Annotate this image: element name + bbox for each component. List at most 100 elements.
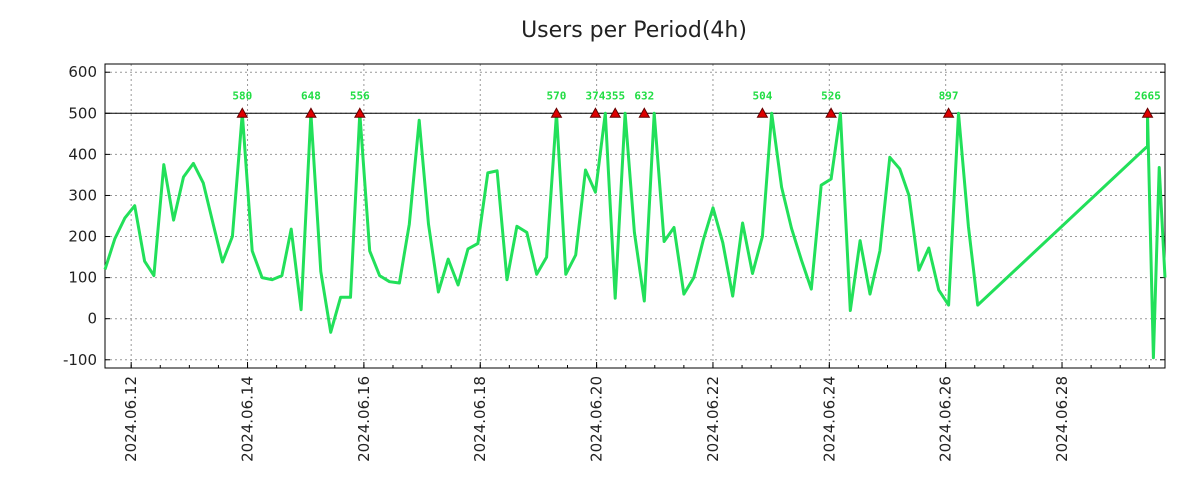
x-tick-label: 2024.06.28 (1053, 376, 1071, 462)
data-point (163, 164, 165, 166)
data-point (369, 250, 371, 252)
data-point (712, 207, 714, 209)
peak-label: 648 (301, 89, 321, 102)
data-point (281, 275, 283, 277)
data-point (732, 295, 734, 297)
data-point (350, 296, 352, 298)
data-point (800, 259, 802, 261)
y-tick-label: 500 (68, 104, 97, 122)
series-line-users (103, 111, 1167, 360)
data-point (722, 242, 724, 244)
data-point (752, 273, 754, 275)
data-point (496, 170, 498, 172)
data-point (565, 273, 567, 275)
peak-marker (550, 107, 563, 118)
peak-label: 355 (605, 89, 625, 102)
peak-label: 897 (939, 89, 959, 102)
data-point (427, 223, 429, 225)
peak-marker (756, 107, 769, 118)
peak-label: 580 (232, 89, 252, 102)
x-tick-label: 2024.06.12 (122, 376, 140, 462)
data-point (379, 275, 381, 277)
data-point (575, 254, 577, 256)
data-point (879, 250, 881, 252)
data-point (104, 268, 106, 270)
data-point (251, 250, 253, 252)
grid (105, 64, 1165, 368)
y-tick-label: 400 (68, 145, 97, 163)
data-point (290, 228, 292, 230)
data-point (967, 225, 969, 227)
x-tick-label: 2024.06.22 (704, 376, 722, 462)
x-tick-label: 2024.06.24 (820, 376, 838, 462)
data-point (928, 247, 930, 249)
data-point (546, 256, 548, 258)
data-point (790, 227, 792, 229)
data-point (340, 296, 342, 298)
data-point (173, 219, 175, 221)
data-point (408, 223, 410, 225)
peak-marker (825, 107, 837, 118)
data-point (742, 222, 744, 224)
data-point (839, 112, 841, 114)
data-point (643, 300, 645, 302)
data-point (447, 258, 449, 260)
data-point (663, 240, 665, 242)
x-tick-label: 2024.06.14 (239, 376, 257, 462)
y-tick-label: 300 (68, 186, 97, 204)
peak-label: 504 (752, 89, 772, 102)
data-point (810, 288, 812, 290)
data-point (300, 309, 302, 311)
data-point (388, 281, 390, 283)
data-point (585, 169, 587, 171)
data-point (457, 284, 459, 286)
data-point (487, 172, 489, 174)
data-point (114, 238, 116, 240)
data-point (673, 227, 675, 229)
data-point (320, 270, 322, 272)
data-point (889, 156, 891, 158)
peak-marker (589, 107, 602, 118)
peak-label: 570 (547, 89, 567, 102)
data-point (908, 194, 910, 196)
data-point (398, 282, 400, 284)
data-point (594, 191, 596, 193)
data-point (1152, 357, 1154, 359)
data-point (231, 236, 233, 238)
data-point (977, 304, 979, 306)
peak-marker (1141, 107, 1154, 118)
data-point (222, 261, 224, 263)
data-point (693, 277, 695, 279)
data-point (683, 293, 685, 295)
y-tick-label: 100 (68, 269, 97, 287)
peak-marker (305, 107, 317, 118)
peak-label: 374 (586, 89, 606, 102)
data-point (771, 112, 773, 114)
peak-label: 2665 (1134, 89, 1161, 102)
data-point (761, 236, 763, 238)
peak-label: 632 (634, 89, 654, 102)
data-point (604, 112, 606, 114)
data-point (938, 289, 940, 291)
data-point (418, 119, 420, 121)
peak-marker (942, 107, 955, 118)
peak-label: 526 (821, 89, 841, 102)
y-tick-label: 200 (68, 228, 97, 246)
data-point (261, 277, 263, 279)
data-point (859, 240, 861, 242)
peak-label: 556 (350, 89, 370, 102)
x-tick-label: 2024.06.26 (937, 376, 955, 462)
peak-marker (609, 107, 622, 118)
series (103, 111, 1167, 360)
data-point (1158, 167, 1160, 169)
plot-frame (104, 63, 1166, 369)
data-point (271, 279, 273, 281)
data-point (653, 112, 655, 114)
data-point (467, 248, 469, 250)
chart-title: Users per Period(4h) (521, 18, 747, 43)
data-point (702, 240, 704, 242)
data-point (437, 291, 439, 293)
data-point (153, 275, 155, 277)
